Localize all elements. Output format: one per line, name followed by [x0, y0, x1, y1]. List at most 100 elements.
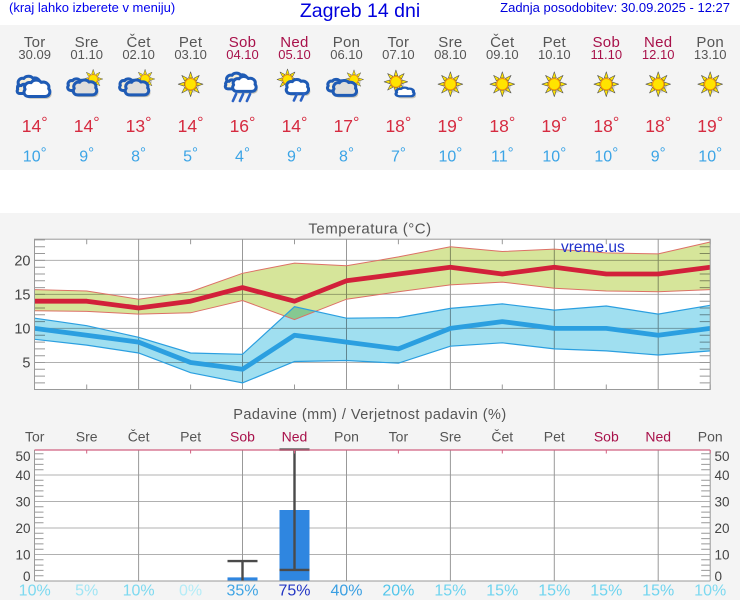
svg-text:07.10: 07.10 [382, 47, 415, 62]
svg-text:18°: 18° [645, 114, 671, 136]
svg-text:20: 20 [15, 521, 30, 536]
svg-text:Pet: Pet [180, 429, 201, 445]
svg-text:35%: 35% [226, 583, 258, 600]
svg-text:16°: 16° [230, 114, 256, 136]
svg-text:20%: 20% [382, 583, 414, 600]
svg-text:11.10: 11.10 [591, 47, 623, 62]
svg-text:10°: 10° [698, 145, 722, 166]
svg-text:10%: 10% [694, 583, 726, 600]
svg-text:5°: 5° [183, 145, 198, 166]
svg-text:15%: 15% [486, 583, 518, 600]
svg-text:18°: 18° [385, 114, 411, 136]
svg-text:7°: 7° [391, 145, 406, 166]
svg-text:Zagreb 14 dni: Zagreb 14 dni [300, 0, 420, 22]
svg-text:Čet: Čet [128, 429, 150, 445]
svg-text:15%: 15% [642, 583, 674, 600]
svg-text:40%: 40% [330, 583, 362, 600]
svg-text:03.10: 03.10 [174, 47, 207, 62]
svg-text:30.09: 30.09 [18, 47, 51, 62]
svg-text:9°: 9° [79, 145, 94, 166]
svg-text:9°: 9° [651, 145, 666, 166]
svg-text:18°: 18° [593, 114, 619, 136]
svg-text:10: 10 [15, 548, 30, 563]
svg-text:0: 0 [715, 569, 723, 584]
svg-text:18°: 18° [489, 114, 515, 136]
svg-text:Sre: Sre [438, 34, 462, 51]
svg-text:30: 30 [15, 495, 30, 510]
svg-text:Pet: Pet [543, 34, 567, 51]
svg-text:13.10: 13.10 [694, 47, 727, 62]
svg-text:14°: 14° [282, 114, 308, 136]
svg-text:Sob: Sob [594, 429, 619, 445]
svg-text:19°: 19° [697, 114, 723, 136]
svg-text:10: 10 [715, 548, 730, 563]
svg-text:10°: 10° [594, 145, 618, 166]
svg-text:Sre: Sre [440, 429, 462, 445]
svg-text:8°: 8° [131, 145, 146, 166]
svg-text:15%: 15% [538, 583, 570, 600]
svg-text:Sob: Sob [230, 429, 255, 445]
svg-text:14°: 14° [74, 114, 100, 136]
svg-text:50: 50 [715, 449, 730, 464]
svg-text:19°: 19° [437, 114, 463, 136]
svg-text:40: 40 [715, 468, 730, 483]
svg-text:Ned: Ned [645, 429, 671, 445]
svg-text:Čet: Čet [491, 429, 513, 445]
svg-text:10%: 10% [123, 583, 155, 600]
svg-text:12.10: 12.10 [642, 47, 675, 62]
svg-text:5: 5 [22, 356, 30, 372]
svg-text:Čet: Čet [490, 34, 515, 51]
svg-text:08.10: 08.10 [434, 47, 467, 62]
svg-text:14°: 14° [178, 114, 204, 136]
svg-text:19°: 19° [541, 114, 567, 136]
svg-text:Pet: Pet [544, 429, 565, 445]
svg-text:Zadnja posodobitev: 30.09.2025: Zadnja posodobitev: 30.09.2025 - 12:27 [500, 0, 730, 15]
svg-text:02.10: 02.10 [122, 47, 155, 62]
svg-text:50: 50 [15, 449, 30, 464]
svg-text:10.10: 10.10 [538, 47, 571, 62]
svg-text:Pon: Pon [334, 429, 359, 445]
svg-text:14°: 14° [22, 114, 48, 136]
svg-text:15: 15 [14, 288, 30, 304]
svg-text:Padavine (mm) / Verjetnost pad: Padavine (mm) / Verjetnost padavin (%) [233, 407, 506, 423]
svg-text:Sob: Sob [593, 34, 621, 51]
svg-text:20: 20 [715, 521, 730, 536]
svg-text:Tor: Tor [389, 429, 409, 445]
svg-text:04.10: 04.10 [226, 47, 259, 62]
svg-text:Pon: Pon [333, 34, 361, 51]
svg-text:(kraj lahko izberete v meniju): (kraj lahko izberete v meniju) [9, 0, 175, 15]
svg-text:17°: 17° [334, 114, 360, 136]
svg-text:9°: 9° [287, 145, 302, 166]
svg-text:0: 0 [23, 569, 31, 584]
svg-text:Pon: Pon [698, 429, 723, 445]
svg-text:05.10: 05.10 [278, 47, 311, 62]
svg-text:vreme.us: vreme.us [561, 239, 625, 256]
svg-text:Temperatura (°C): Temperatura (°C) [308, 221, 431, 238]
svg-text:06.10: 06.10 [330, 47, 363, 62]
svg-text:15%: 15% [590, 583, 622, 600]
svg-text:0%: 0% [179, 583, 202, 600]
svg-text:Pon: Pon [696, 34, 724, 51]
svg-text:8°: 8° [339, 145, 354, 166]
svg-text:20: 20 [14, 254, 30, 270]
svg-text:Tor: Tor [388, 34, 410, 51]
svg-text:09.10: 09.10 [486, 47, 519, 62]
svg-text:Tor: Tor [24, 34, 46, 51]
svg-text:10: 10 [14, 322, 30, 338]
svg-text:4°: 4° [235, 145, 250, 166]
svg-text:Ned: Ned [644, 34, 672, 51]
svg-text:10°: 10° [439, 145, 463, 166]
svg-text:15%: 15% [434, 583, 466, 600]
svg-text:40: 40 [15, 468, 30, 483]
svg-text:10°: 10° [542, 145, 566, 166]
svg-text:Čet: Čet [126, 34, 151, 51]
svg-text:Ned: Ned [280, 34, 308, 51]
svg-text:5%: 5% [75, 583, 98, 600]
svg-text:01.10: 01.10 [70, 47, 103, 62]
svg-text:13°: 13° [126, 114, 152, 136]
svg-text:Sre: Sre [75, 34, 99, 51]
svg-text:10%: 10% [19, 583, 51, 600]
svg-text:Tor: Tor [25, 429, 45, 445]
svg-text:75%: 75% [278, 583, 310, 600]
svg-text:Ned: Ned [282, 429, 308, 445]
